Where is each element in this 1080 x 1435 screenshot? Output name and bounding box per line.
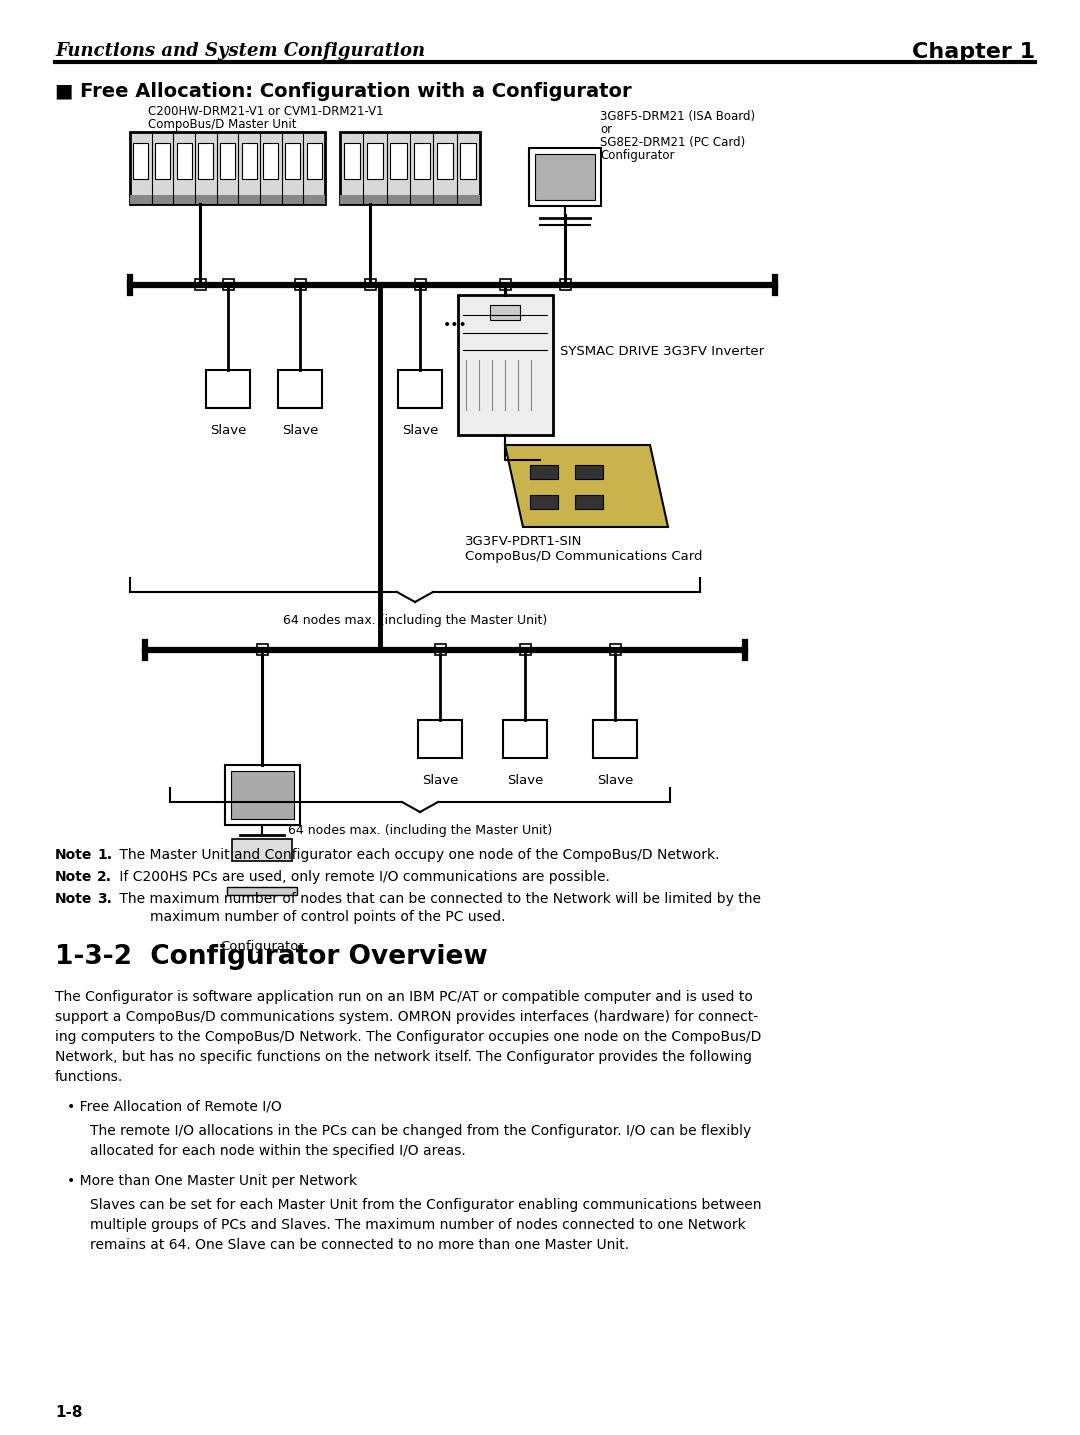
Bar: [195, 278, 206, 290]
Bar: [199, 144, 214, 179]
Text: SYSMAC DRIVE 3G3FV Inverter: SYSMAC DRIVE 3G3FV Inverter: [561, 344, 765, 357]
Text: The maximum number of nodes that can be connected to the Network will be limited: The maximum number of nodes that can be …: [114, 893, 761, 905]
Text: or: or: [600, 123, 612, 136]
Text: The Configurator is software application run on an IBM PC/AT or compatible compu: The Configurator is software application…: [55, 990, 753, 1004]
Bar: [225, 765, 300, 825]
Bar: [242, 144, 257, 179]
Bar: [154, 144, 170, 179]
Text: If C200HS PCs are used, only remote I/O communications are possible.: If C200HS PCs are used, only remote I/O …: [114, 870, 610, 884]
Bar: [530, 495, 558, 509]
Text: Configurator: Configurator: [600, 149, 675, 162]
Text: 1-8: 1-8: [55, 1405, 82, 1421]
Bar: [460, 144, 476, 179]
Bar: [130, 132, 325, 204]
Text: multiple groups of PCs and Slaves. The maximum number of nodes connected to one : multiple groups of PCs and Slaves. The m…: [90, 1218, 746, 1233]
Text: Slaves can be set for each Master Unit from the Configurator enabling communicat: Slaves can be set for each Master Unit f…: [90, 1198, 761, 1213]
Text: Slave: Slave: [282, 423, 319, 438]
Bar: [399, 370, 442, 408]
Text: Note: Note: [55, 893, 93, 905]
Bar: [227, 887, 297, 895]
Bar: [535, 154, 595, 199]
Bar: [231, 771, 294, 819]
Bar: [222, 278, 234, 290]
Bar: [130, 195, 325, 204]
Text: 2.: 2.: [97, 870, 112, 884]
Text: Functions and System Configuration: Functions and System Configuration: [55, 42, 426, 60]
Text: SG8E2-DRM21 (PC Card): SG8E2-DRM21 (PC Card): [600, 136, 745, 149]
Text: Network, but has no specific functions on the network itself. The Configurator p: Network, but has no specific functions o…: [55, 1050, 752, 1063]
Bar: [490, 306, 519, 320]
Bar: [593, 720, 637, 758]
Bar: [278, 370, 322, 408]
Text: The remote I/O allocations in the PCs can be changed from the Configurator. I/O : The remote I/O allocations in the PCs ca…: [90, 1124, 752, 1138]
Text: Note: Note: [55, 870, 93, 884]
Bar: [367, 144, 383, 179]
Text: ing computers to the CompoBus/D Network. The Configurator occupies one node on t: ing computers to the CompoBus/D Network.…: [55, 1030, 761, 1045]
Bar: [414, 144, 430, 179]
Text: Note: Note: [55, 848, 93, 862]
Text: CompoBus/D Master Unit: CompoBus/D Master Unit: [148, 118, 297, 131]
Bar: [436, 144, 454, 179]
Bar: [561, 278, 571, 290]
Bar: [390, 144, 406, 179]
Text: 3G8F5-DRM21 (ISA Board): 3G8F5-DRM21 (ISA Board): [600, 110, 755, 123]
Text: Slave: Slave: [402, 423, 438, 438]
Bar: [264, 144, 279, 179]
Bar: [519, 644, 531, 654]
Text: CompoBus/D Communications Card: CompoBus/D Communications Card: [465, 550, 702, 563]
Bar: [503, 720, 546, 758]
Text: 1.: 1.: [97, 848, 112, 862]
Bar: [295, 278, 306, 290]
Bar: [529, 148, 600, 207]
Bar: [343, 144, 360, 179]
Text: Slave: Slave: [422, 773, 458, 786]
Text: • Free Allocation of Remote I/O: • Free Allocation of Remote I/O: [67, 1101, 282, 1114]
Text: 3.: 3.: [97, 893, 112, 905]
Bar: [257, 644, 268, 654]
Text: 64 nodes max. (including the Master Unit): 64 nodes max. (including the Master Unit…: [283, 614, 548, 627]
Bar: [530, 465, 558, 479]
Bar: [206, 370, 249, 408]
Bar: [177, 144, 192, 179]
Bar: [365, 278, 376, 290]
Bar: [133, 144, 148, 179]
Bar: [340, 195, 480, 204]
Text: The Master Unit and Configurator each occupy one node of the CompoBus/D Network.: The Master Unit and Configurator each oc…: [114, 848, 719, 862]
Bar: [285, 144, 300, 179]
Bar: [220, 144, 235, 179]
Text: 3G3FV-PDRT1-SIN: 3G3FV-PDRT1-SIN: [465, 535, 582, 548]
Bar: [575, 465, 603, 479]
Text: Configurator: Configurator: [220, 940, 303, 953]
Bar: [500, 278, 511, 290]
Text: • More than One Master Unit per Network: • More than One Master Unit per Network: [67, 1174, 357, 1188]
Text: •••: •••: [443, 319, 468, 331]
Text: Slave: Slave: [210, 423, 246, 438]
Bar: [575, 495, 603, 509]
Text: maximum number of control points of the PC used.: maximum number of control points of the …: [150, 910, 505, 924]
Bar: [340, 132, 480, 204]
Text: support a CompoBus/D communications system. OMRON provides interfaces (hardware): support a CompoBus/D communications syst…: [55, 1010, 758, 1025]
Bar: [307, 144, 322, 179]
Text: 64 nodes max. (including the Master Unit): 64 nodes max. (including the Master Unit…: [288, 824, 552, 837]
Text: remains at 64. One Slave can be connected to no more than one Master Unit.: remains at 64. One Slave can be connecte…: [90, 1238, 630, 1251]
Text: C200HW-DRM21-V1 or CVM1-DRM21-V1: C200HW-DRM21-V1 or CVM1-DRM21-V1: [148, 105, 383, 118]
Text: 1-3-2  Configurator Overview: 1-3-2 Configurator Overview: [55, 944, 488, 970]
Bar: [610, 644, 621, 654]
Bar: [435, 644, 446, 654]
Text: ■ Free Allocation: Configuration with a Configurator: ■ Free Allocation: Configuration with a …: [55, 82, 632, 100]
Bar: [232, 839, 292, 861]
Text: Chapter 1: Chapter 1: [912, 42, 1035, 62]
Polygon shape: [505, 445, 669, 527]
Bar: [418, 720, 462, 758]
Bar: [415, 278, 426, 290]
Text: Slave: Slave: [597, 773, 633, 786]
Bar: [458, 296, 553, 435]
Text: functions.: functions.: [55, 1071, 123, 1083]
Text: allocated for each node within the specified I/O areas.: allocated for each node within the speci…: [90, 1144, 465, 1158]
Text: Slave: Slave: [507, 773, 543, 786]
